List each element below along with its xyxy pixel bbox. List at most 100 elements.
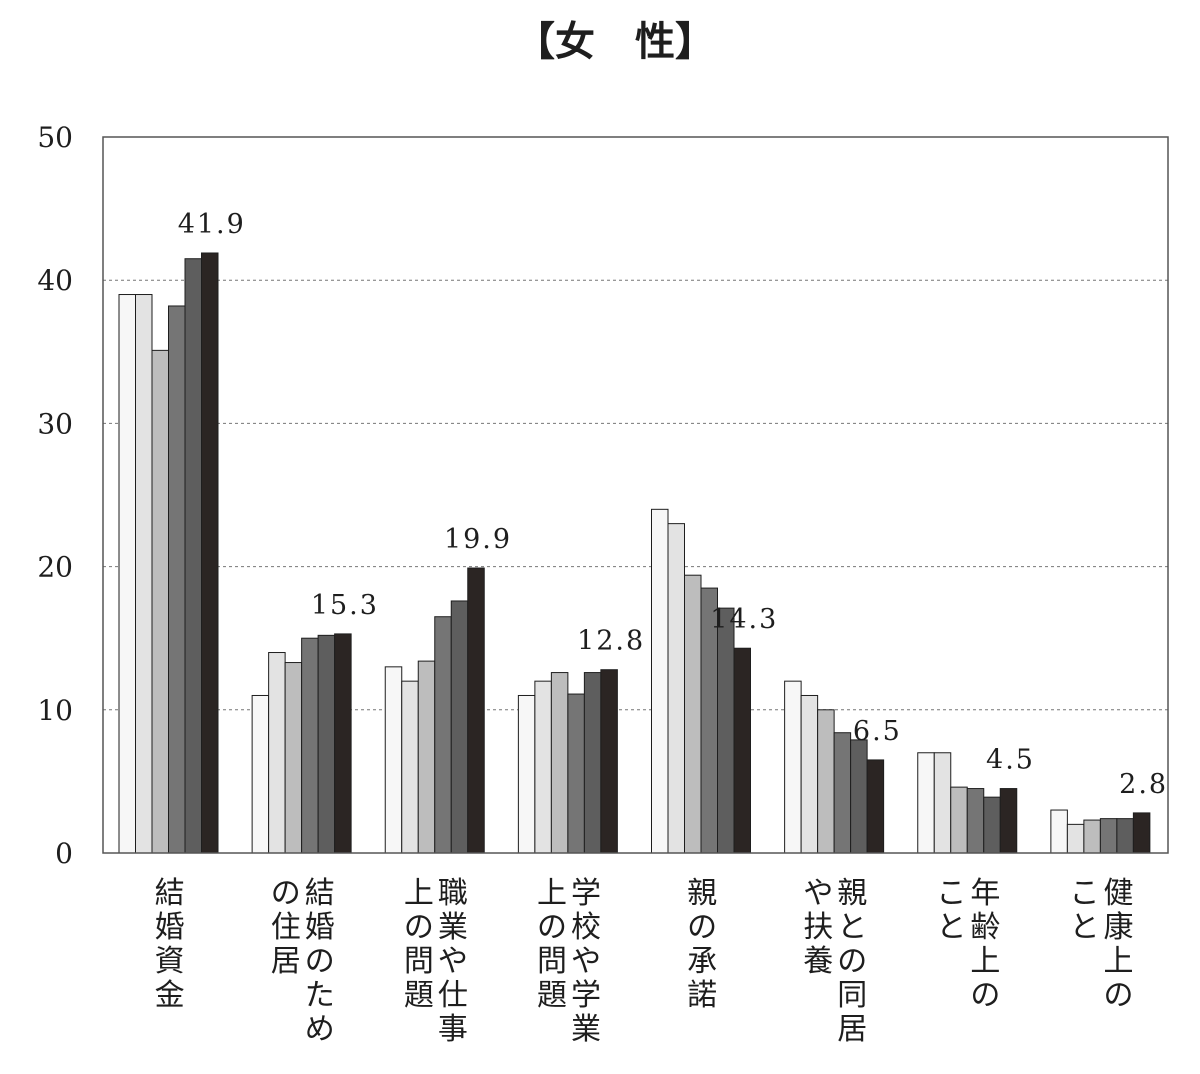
bar: [301, 637, 319, 854]
category-label-char: 養: [803, 944, 833, 979]
bar: [950, 786, 968, 854]
category-label-char: 校: [571, 910, 601, 945]
bar: [251, 694, 270, 854]
category-label-char: 仕: [438, 978, 468, 1013]
bar: [168, 305, 186, 854]
category-label-char: 婚: [155, 910, 185, 945]
bar: [417, 660, 436, 854]
category-label-char: た: [305, 978, 335, 1013]
bar: [866, 759, 885, 854]
y-tick-label: 0: [55, 837, 73, 870]
data-label: 14.3: [710, 604, 778, 635]
category-label-char: 事: [438, 1012, 468, 1047]
data-label: 12.8: [577, 626, 645, 657]
category-label-char: の: [305, 944, 335, 979]
bar: [384, 666, 403, 854]
bar: [1050, 809, 1068, 854]
category-label-char: や: [571, 944, 601, 979]
bar: [667, 523, 685, 854]
category-label-char: 業: [438, 910, 468, 945]
category-label-char: の: [970, 978, 1000, 1013]
category-label-char: と: [1069, 910, 1099, 945]
category-label-char: 承: [687, 944, 717, 979]
bar: [184, 258, 202, 854]
category-label-char: 康: [1103, 910, 1133, 945]
bar: [933, 752, 952, 854]
category-label-char: 同: [837, 978, 867, 1013]
data-label: 6.5: [853, 716, 902, 747]
category-label-char: め: [305, 1012, 335, 1047]
category-label-char: 住: [271, 910, 301, 945]
bar: [151, 349, 169, 854]
category-label-char: 金: [155, 978, 185, 1013]
category-label-char: 健: [1103, 876, 1133, 911]
category-label-char: 諾: [687, 978, 717, 1013]
y-tick-label: 30: [37, 407, 73, 440]
category-label-char: 齢: [970, 910, 1000, 945]
bar: [1116, 818, 1134, 854]
category-label-char: こ: [1069, 876, 1099, 911]
bar: [517, 694, 536, 854]
bar: [118, 294, 136, 854]
category-label-char: 結: [305, 876, 335, 911]
bar: [1083, 819, 1101, 854]
bar: [567, 693, 585, 854]
category-label-char: の: [1103, 978, 1133, 1013]
bar: [717, 607, 735, 854]
bar: [284, 662, 303, 854]
bar: [268, 652, 286, 854]
category-label-char: 上: [1103, 944, 1133, 979]
category-label-char: と: [936, 910, 966, 945]
plot-frame: [102, 136, 1169, 854]
category-label-char: 問: [404, 944, 434, 979]
category-label-char: 業: [571, 1012, 601, 1047]
bar: [1066, 823, 1085, 854]
bar: [999, 788, 1018, 854]
bar: [434, 616, 452, 854]
category-label-char: 題: [537, 978, 567, 1013]
category-label-char: や: [803, 876, 833, 911]
data-label: 4.5: [986, 745, 1035, 776]
y-axis: 0 10 20 30 40 50: [37, 121, 73, 870]
category-label-char: 居: [271, 944, 301, 979]
category-labels: 結婚資金結婚のための住居職業や仕事上の問題学校や学業上の問題親の承諾親との同居や…: [155, 876, 1134, 1047]
category-label-char: の: [537, 910, 567, 945]
category-label-char: 上: [537, 876, 567, 911]
category-label-char: 学: [571, 876, 601, 911]
bar: [334, 633, 352, 854]
bar: [135, 294, 153, 854]
category-label-char: の: [271, 876, 301, 911]
bar: [583, 672, 602, 854]
bar: [684, 574, 702, 854]
data-label: 15.3: [311, 590, 379, 621]
category-label-char: 問: [537, 944, 567, 979]
category-label-char: 上: [970, 944, 1000, 979]
data-label: 19.9: [444, 524, 512, 555]
category-label-char: の: [687, 910, 717, 945]
category-label-char: 居: [837, 1012, 867, 1047]
bar: [450, 600, 469, 854]
bar: [833, 732, 852, 854]
category-label-char: 職: [438, 876, 468, 911]
category-label-char: 学: [571, 978, 601, 1013]
bar: [1099, 818, 1118, 854]
category-label-char: 扶: [803, 910, 833, 945]
bar: [600, 669, 618, 854]
chart-title: 【女 性】: [515, 19, 715, 65]
y-tick-label: 50: [37, 121, 73, 154]
bar: [534, 680, 552, 854]
bar: [467, 567, 485, 854]
category-label-char: 上: [404, 876, 434, 911]
category-label-char: 親: [687, 876, 717, 911]
bar: [800, 694, 819, 854]
bar: [850, 739, 868, 854]
category-label-char: 題: [404, 978, 434, 1013]
bar: [317, 634, 336, 854]
category-label-char: 年: [970, 876, 1000, 911]
category-label-char: こ: [936, 876, 966, 911]
bar: [784, 680, 802, 854]
category-label-char: 結: [155, 876, 185, 911]
bar: [201, 252, 219, 854]
category-label-char: の: [404, 910, 434, 945]
